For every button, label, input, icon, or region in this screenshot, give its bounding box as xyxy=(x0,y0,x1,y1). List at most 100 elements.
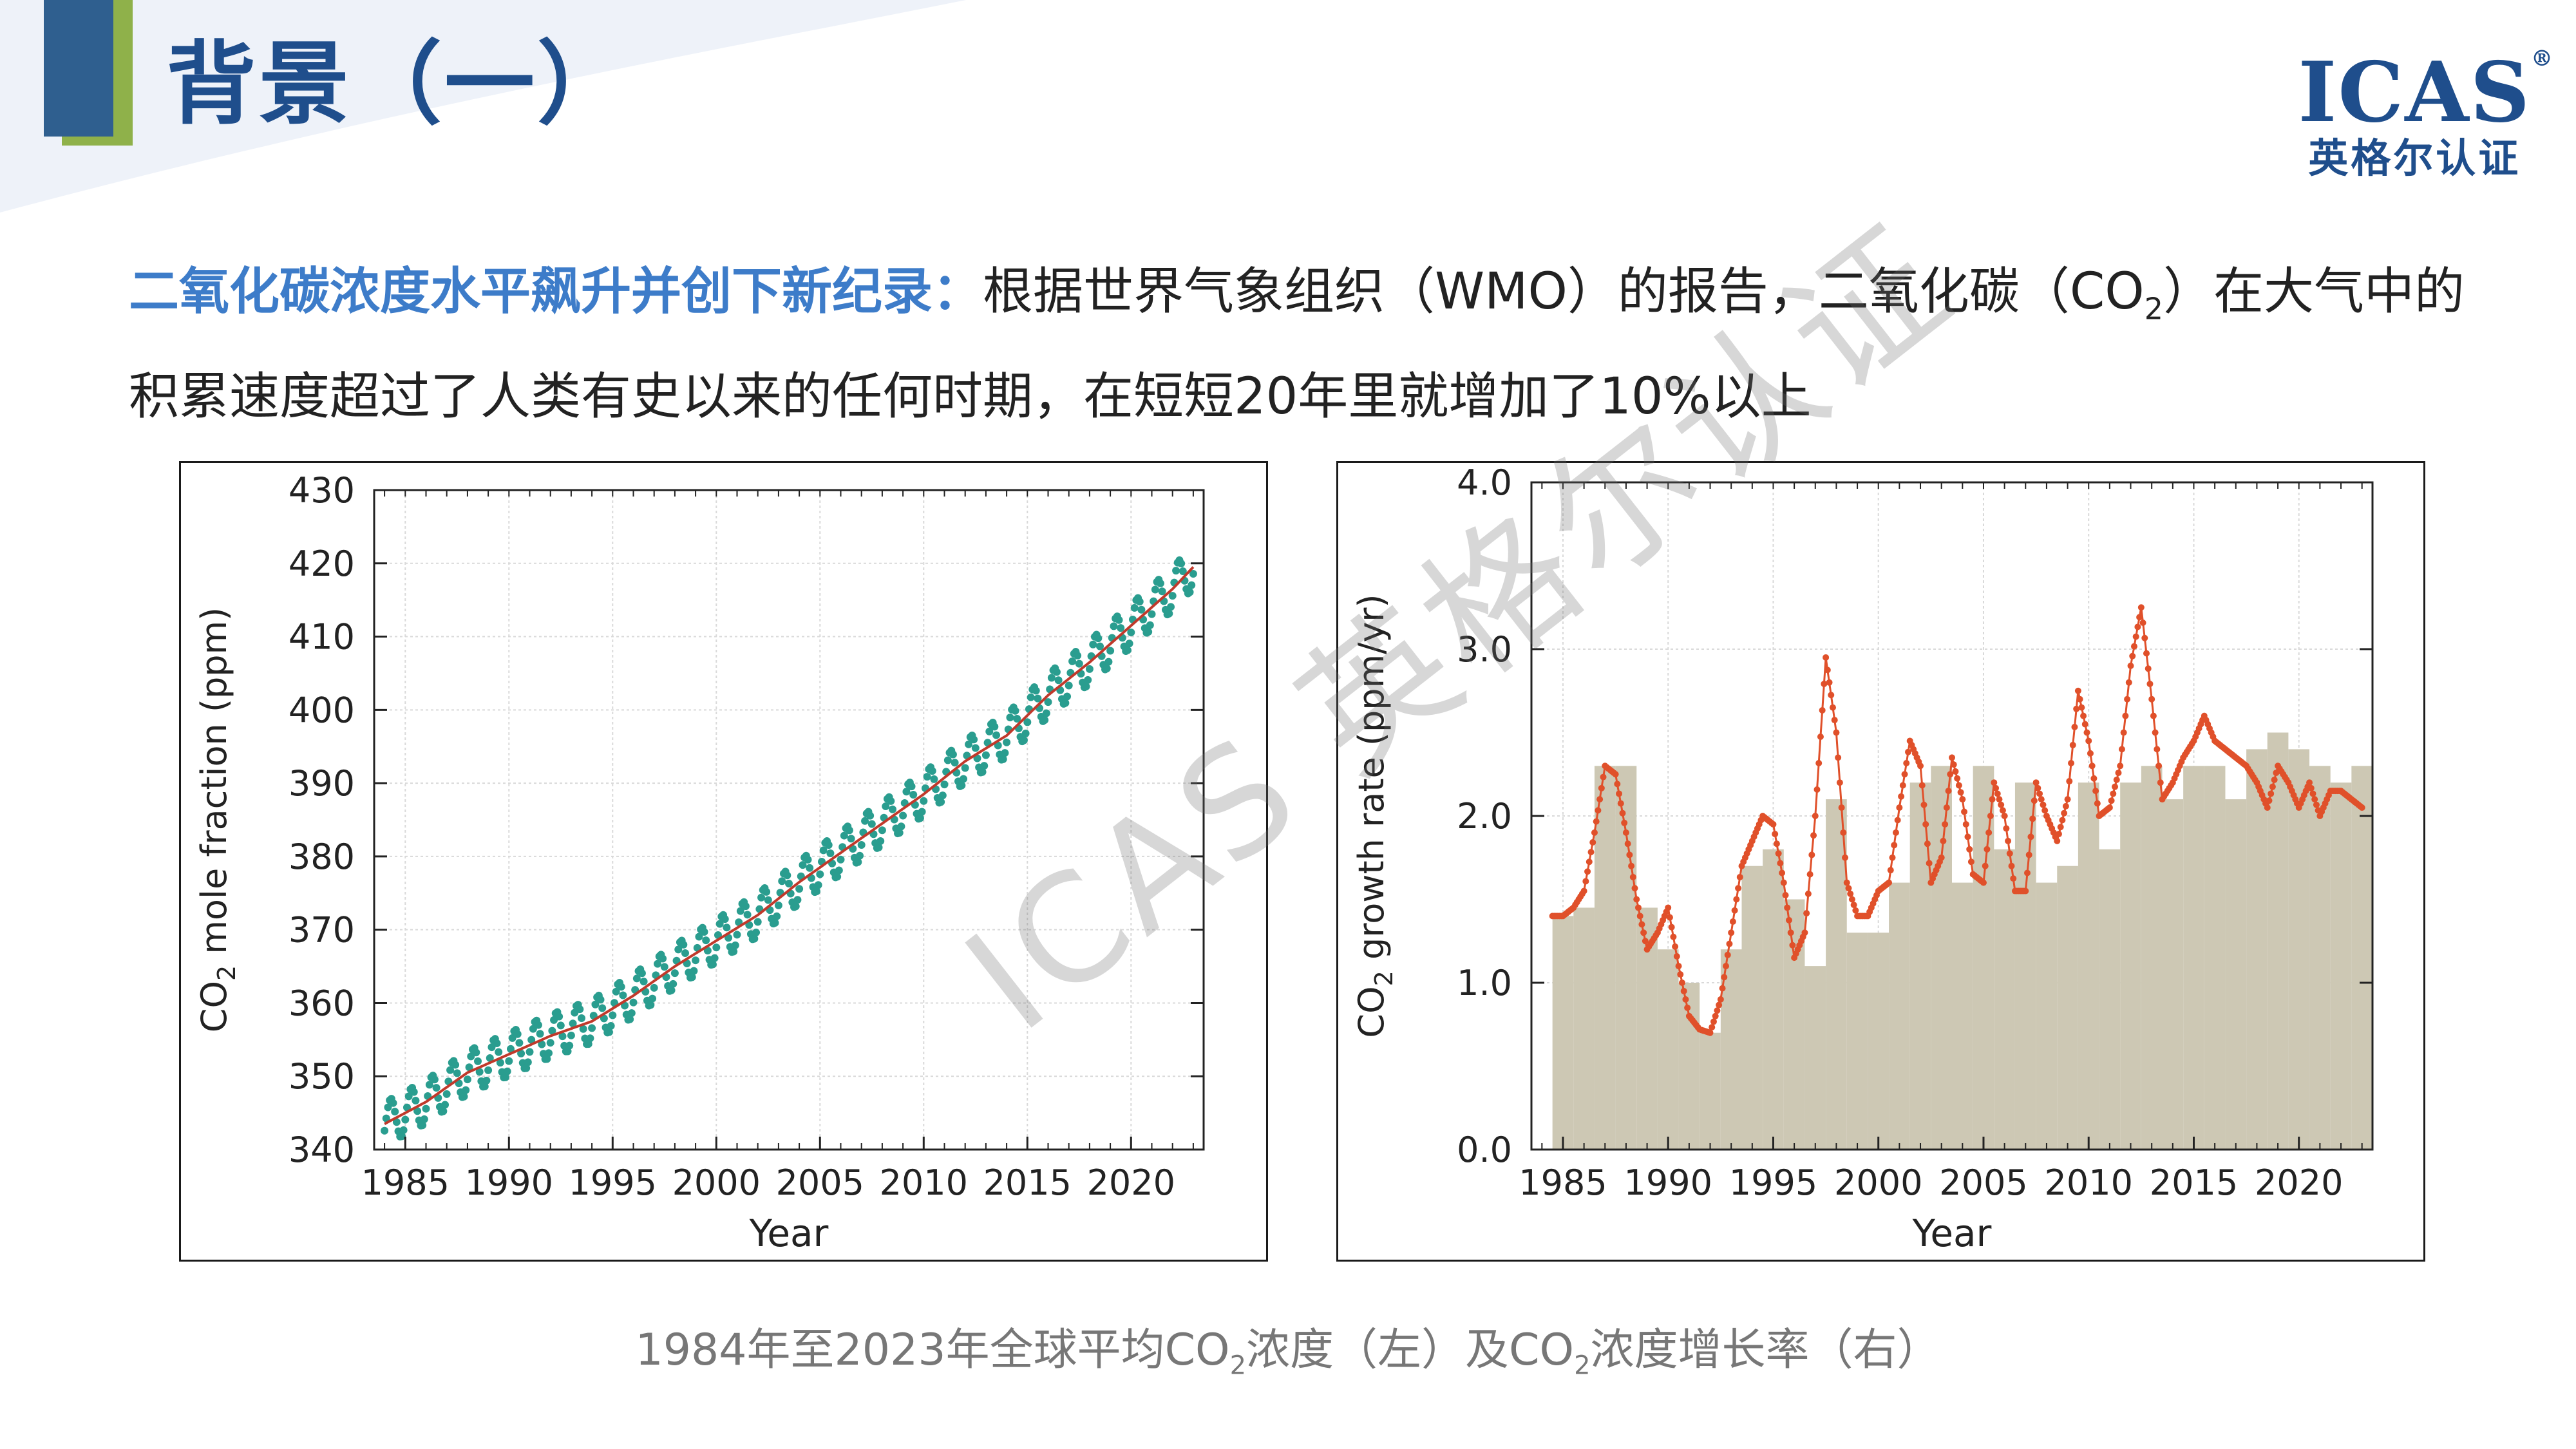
monthly-point xyxy=(1047,674,1056,682)
y-tick-label: 380 xyxy=(289,837,355,877)
monthly-point xyxy=(1011,706,1019,715)
y-tick-label: 3.0 xyxy=(1457,629,1512,670)
monthly-point xyxy=(812,887,820,896)
monthly-point xyxy=(453,1069,461,1077)
monthly-point xyxy=(918,808,926,816)
x-tick-label: 1985 xyxy=(361,1162,450,1203)
x-tick-label: 2010 xyxy=(880,1162,968,1203)
title-accent-shadow xyxy=(62,137,133,146)
annual-bar xyxy=(2036,882,2058,1150)
monthly-point xyxy=(465,1063,473,1072)
monthly-point xyxy=(462,1086,470,1094)
annual-bar xyxy=(1973,766,1994,1150)
y-axis-label-sub: 2 xyxy=(1370,971,1398,986)
annual-bar xyxy=(1994,849,2015,1150)
monthly-point xyxy=(819,846,828,855)
monthly-point xyxy=(920,797,928,805)
monthly-point xyxy=(472,1048,480,1057)
monthly-point xyxy=(556,1021,565,1030)
figure-caption: 1984年至2023年全球平均CO2浓度（左）及CO2浓度增长率（右） xyxy=(0,1314,2576,1381)
monthly-point xyxy=(586,1034,594,1043)
monthly-point xyxy=(482,1076,491,1084)
monthly-point xyxy=(538,1040,546,1048)
monthly-point xyxy=(692,956,700,965)
monthly-point xyxy=(617,983,625,991)
monthly-point xyxy=(669,980,677,988)
monthly-point xyxy=(480,1083,489,1091)
monthly-point xyxy=(1168,592,1177,600)
monthly-point xyxy=(695,933,703,941)
monthly-point xyxy=(548,1027,556,1035)
annual-bar xyxy=(1741,866,1763,1150)
monthly-points-series xyxy=(381,556,1197,1141)
y-tick-label: 1.0 xyxy=(1457,963,1512,1003)
y-tick-label: 340 xyxy=(289,1130,355,1170)
monthly-point xyxy=(425,1081,433,1089)
monthly-point xyxy=(629,998,638,1007)
monthly-point xyxy=(835,866,843,875)
monthly-point xyxy=(638,969,646,978)
x-tick-label: 2015 xyxy=(983,1162,1072,1203)
annual-bar xyxy=(2351,766,2372,1150)
monthly-point xyxy=(1075,659,1083,668)
x-tick-label: 1990 xyxy=(465,1162,553,1203)
monthly-point xyxy=(517,1049,526,1057)
monthly-point xyxy=(596,996,605,1004)
x-tick-label: 2010 xyxy=(2045,1162,2133,1203)
monthly-point xyxy=(690,967,698,975)
monthly-point xyxy=(446,1066,455,1074)
annual-bar xyxy=(2162,799,2184,1150)
monthly-point xyxy=(899,811,907,820)
y-axis-label-rest: growth rate (ppm/yr) xyxy=(1351,594,1392,971)
annual-bar xyxy=(1700,1032,1721,1150)
monthly-point xyxy=(938,791,947,800)
x-tick-label: 1990 xyxy=(1624,1162,1712,1203)
monthly-point xyxy=(401,1115,410,1124)
annual-bar xyxy=(1763,849,1784,1150)
x-tick-label: 2020 xyxy=(2255,1162,2343,1203)
monthly-point xyxy=(474,1057,482,1065)
monthly-point xyxy=(882,802,890,811)
monthly-point xyxy=(708,960,717,969)
annual-bar xyxy=(2014,782,2036,1150)
monthly-point xyxy=(543,1055,551,1063)
monthly-point xyxy=(1144,628,1153,636)
monthly-point xyxy=(909,791,918,799)
monthly-point xyxy=(534,1021,542,1029)
monthly-point xyxy=(639,978,648,986)
monthly-point xyxy=(607,1022,615,1030)
monthly-point xyxy=(990,723,999,731)
monthly-point xyxy=(940,781,949,789)
monthly-point xyxy=(875,843,883,851)
monthly-point xyxy=(1006,714,1014,722)
annual-bar xyxy=(2225,799,2247,1150)
monthly-point xyxy=(381,1126,389,1135)
monthly-point xyxy=(1172,567,1180,575)
monthly-point xyxy=(861,817,869,825)
monthly-point xyxy=(1189,570,1197,578)
intro-text-2: ）在大气中的积累速度超过了人类有史以来的任何时期，在短短20年里就增加了10%以… xyxy=(129,263,2465,426)
monthly-point xyxy=(854,858,862,866)
monthly-point xyxy=(1146,621,1154,629)
annual-bar xyxy=(2330,782,2352,1150)
monthly-point xyxy=(1179,567,1187,575)
monthly-point xyxy=(496,1059,504,1067)
monthly-point xyxy=(750,934,759,943)
logo-subtitle: 英格尔认证 xyxy=(2308,135,2521,182)
monthly-point xyxy=(493,1039,501,1048)
monthly-point xyxy=(715,920,724,928)
monthly-point xyxy=(463,1075,471,1084)
monthly-point xyxy=(902,788,911,796)
monthly-point xyxy=(1074,651,1082,659)
annual-bar xyxy=(2099,849,2121,1150)
co2-concentration-svg: 1985 1990 1995 2000 2005 2010 2015 2020 340 350 36… xyxy=(194,470,1205,1255)
monthly-point xyxy=(654,960,662,968)
y-tick-label: 420 xyxy=(289,544,355,584)
annual-bar xyxy=(1804,966,1826,1150)
header-swoosh-decoration xyxy=(0,0,966,213)
monthly-point xyxy=(1032,687,1040,695)
monthly-point xyxy=(1065,681,1073,690)
monthly-point xyxy=(1068,657,1077,665)
annual-bar xyxy=(2141,766,2163,1150)
monthly-point xyxy=(791,902,800,911)
